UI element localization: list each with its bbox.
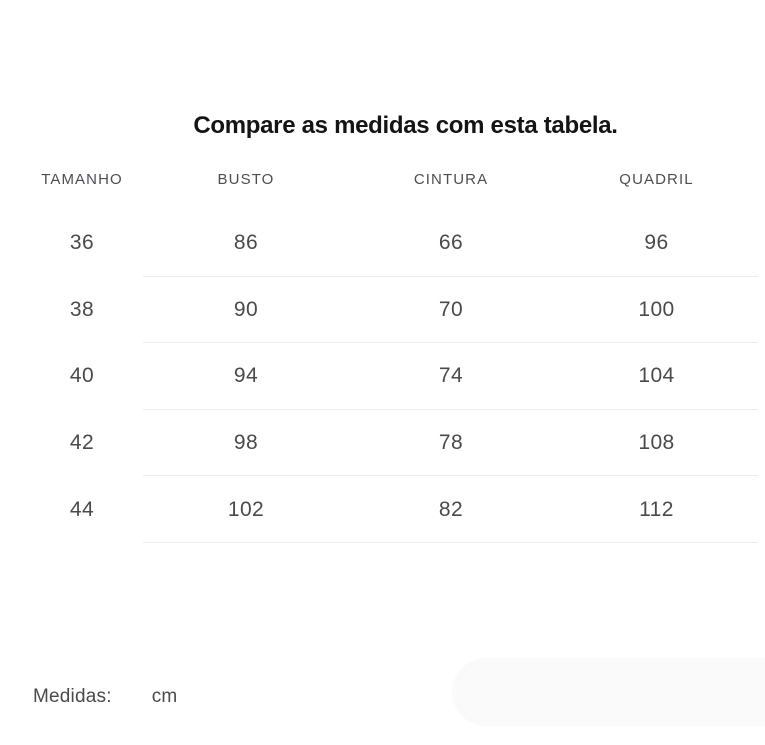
cell-size: 38 xyxy=(69,297,95,321)
size-guide-title: Compare as medidas com esta tabela. xyxy=(193,112,618,139)
column-header-quadril: QUADRIL xyxy=(619,171,694,188)
column-header-tamanho: TAMANHO xyxy=(41,171,123,188)
size-table-header-row: TAMANHO BUSTO CINTURA QUADRIL xyxy=(0,149,765,210)
size-table: TAMANHO BUSTO CINTURA QUADRIL 36 86 66 9… xyxy=(0,149,765,543)
cell-cintura: 78 xyxy=(438,431,464,455)
table-row: 36 86 66 96 xyxy=(0,210,765,277)
measurement-unit-note: Medidas: cm xyxy=(33,686,177,708)
measurement-unit-value: cm xyxy=(151,686,178,707)
column-header-cintura: CINTURA xyxy=(413,171,489,188)
cell-cintura: 74 xyxy=(438,364,464,388)
table-row: 40 94 74 104 xyxy=(0,343,765,410)
cell-cintura: 66 xyxy=(438,231,464,255)
cell-cintura: 82 xyxy=(438,497,464,521)
cell-quadril: 112 xyxy=(639,497,674,521)
measurement-unit-label: Medidas: xyxy=(33,686,112,707)
cell-busto: 90 xyxy=(233,297,259,321)
cell-quadril: 104 xyxy=(638,364,675,388)
cell-cintura: 70 xyxy=(438,297,464,321)
cell-quadril: 96 xyxy=(644,231,669,255)
cell-quadril: 108 xyxy=(638,431,675,455)
column-header-busto: BUSTO xyxy=(217,171,275,188)
cell-busto: 102 xyxy=(227,497,265,521)
table-row: 38 90 70 100 xyxy=(0,277,765,344)
cell-quadril: 100 xyxy=(638,297,675,321)
skeleton-pill-shape xyxy=(452,658,765,726)
cell-busto: 86 xyxy=(233,231,259,255)
cell-busto: 98 xyxy=(233,431,259,455)
cell-busto: 94 xyxy=(233,364,259,388)
table-row: 44 102 82 112 xyxy=(0,476,765,543)
cell-size: 44 xyxy=(69,497,95,521)
cell-size: 40 xyxy=(69,364,95,388)
table-row: 42 98 78 108 xyxy=(0,410,765,477)
cell-size: 42 xyxy=(69,431,95,455)
cell-size: 36 xyxy=(69,231,95,255)
